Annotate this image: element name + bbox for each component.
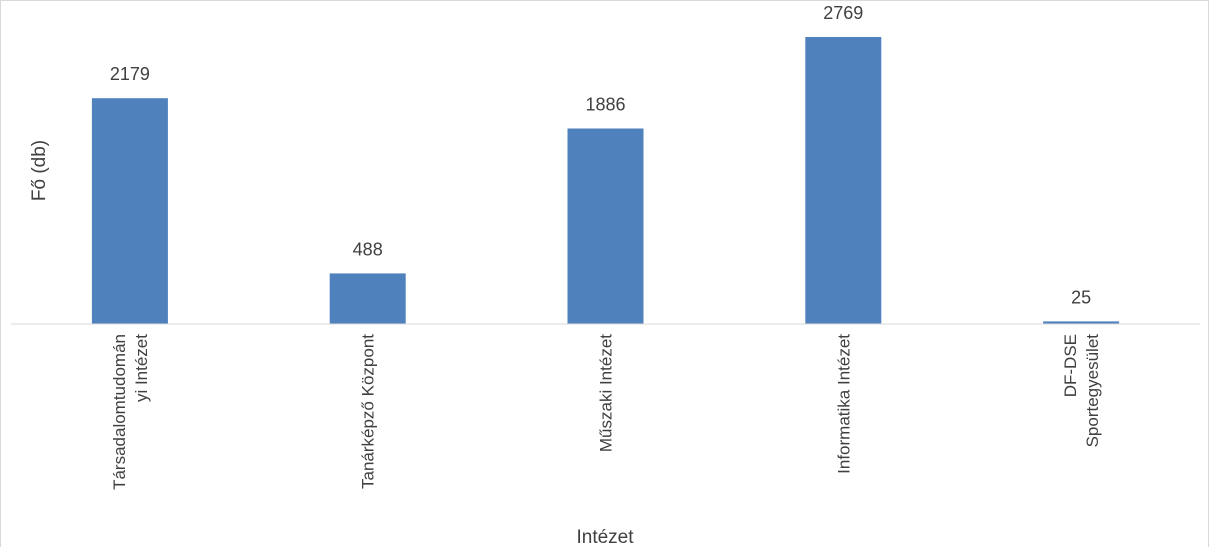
data-label-4: 25 bbox=[1071, 287, 1091, 307]
x-tick-label-1: Tanárképző Központ bbox=[359, 334, 378, 489]
x-tick-label-line: Informatika Intézet bbox=[834, 334, 853, 474]
bar-0 bbox=[91, 98, 168, 324]
bar-2 bbox=[567, 128, 644, 324]
x-tick-label-line: yi Intézet bbox=[132, 334, 151, 402]
x-tick-label-line: Tanárképző Központ bbox=[359, 334, 378, 489]
data-label-3: 2769 bbox=[823, 3, 863, 23]
x-tick-label-3: Informatika Intézet bbox=[834, 334, 853, 474]
data-label-2: 1886 bbox=[585, 95, 625, 115]
bar-1 bbox=[329, 273, 406, 324]
x-tick-label-line: DF-DSE bbox=[1061, 334, 1080, 397]
y-axis-title: Fő (db) bbox=[29, 140, 50, 201]
x-tick-label-line: Sportegyesület bbox=[1083, 334, 1102, 448]
bar-4 bbox=[1043, 321, 1120, 324]
x-tick-label-line: Műszaki Intézet bbox=[597, 334, 616, 452]
data-label-0: 2179 bbox=[110, 64, 150, 84]
bar-3 bbox=[805, 37, 882, 324]
x-tick-label-line: Társadalomtudomán bbox=[110, 334, 129, 490]
x-tick-label-0: Társadalomtudomán yi Intézet bbox=[110, 334, 151, 490]
x-tick-label-2: Műszaki Intézet bbox=[597, 334, 616, 452]
data-label-1: 488 bbox=[353, 239, 383, 259]
x-axis-title: Intézet bbox=[576, 527, 634, 548]
x-tick-label-4: DF-DSE Sportegyesület bbox=[1061, 334, 1102, 448]
